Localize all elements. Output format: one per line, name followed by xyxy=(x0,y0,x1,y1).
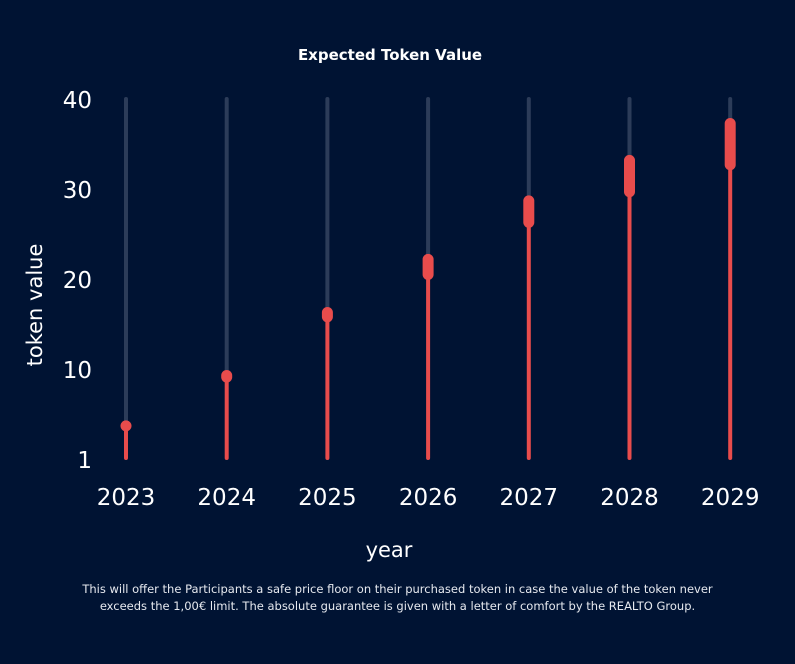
caption: This will offer the Participants a safe … xyxy=(60,581,735,615)
candle-2027 xyxy=(523,97,535,460)
candle-2029 xyxy=(724,97,736,460)
y-tick-label: 40 xyxy=(63,88,92,114)
x-axis-ticks: 2023 2024 2025 2026 2027 2028 2029 xyxy=(97,485,760,511)
range-body xyxy=(321,307,333,323)
x-tick-label: 2025 xyxy=(298,485,357,511)
range-body xyxy=(724,118,736,171)
range-body xyxy=(221,370,233,383)
x-tick-label: 2023 xyxy=(97,485,156,511)
y-tick-label: 20 xyxy=(63,268,92,294)
candle-2025 xyxy=(321,97,333,460)
x-tick-label: 2024 xyxy=(197,485,256,511)
range-body xyxy=(624,154,635,198)
x-axis-label: year xyxy=(366,538,413,562)
token-value-chart: Expected Token Value token value year 11… xyxy=(23,46,760,562)
candle-2023 xyxy=(120,97,132,460)
x-tick-label: 2029 xyxy=(701,485,760,511)
x-tick-label: 2027 xyxy=(500,485,559,511)
y-axis-label: token value xyxy=(23,244,47,367)
y-tick-label: 10 xyxy=(63,358,92,384)
range-body xyxy=(523,195,535,228)
candle-2026 xyxy=(422,97,434,460)
y-tick-label: 1 xyxy=(77,448,92,474)
y-axis-ticks: 1 10 20 30 40 xyxy=(63,88,92,474)
chart-marks xyxy=(120,97,736,460)
candle-2028 xyxy=(624,97,635,460)
chart-title: Expected Token Value xyxy=(298,46,482,64)
range-body xyxy=(120,420,132,432)
candle-2024 xyxy=(221,97,233,460)
caption-line-1: This will offer the Participants a safe … xyxy=(82,582,713,596)
range-body xyxy=(422,253,434,280)
caption-line-2: exceeds the 1,00€ limit. The absolute gu… xyxy=(99,599,696,613)
y-tick-label: 30 xyxy=(63,178,92,204)
x-tick-label: 2028 xyxy=(600,485,659,511)
x-tick-label: 2026 xyxy=(399,485,458,511)
